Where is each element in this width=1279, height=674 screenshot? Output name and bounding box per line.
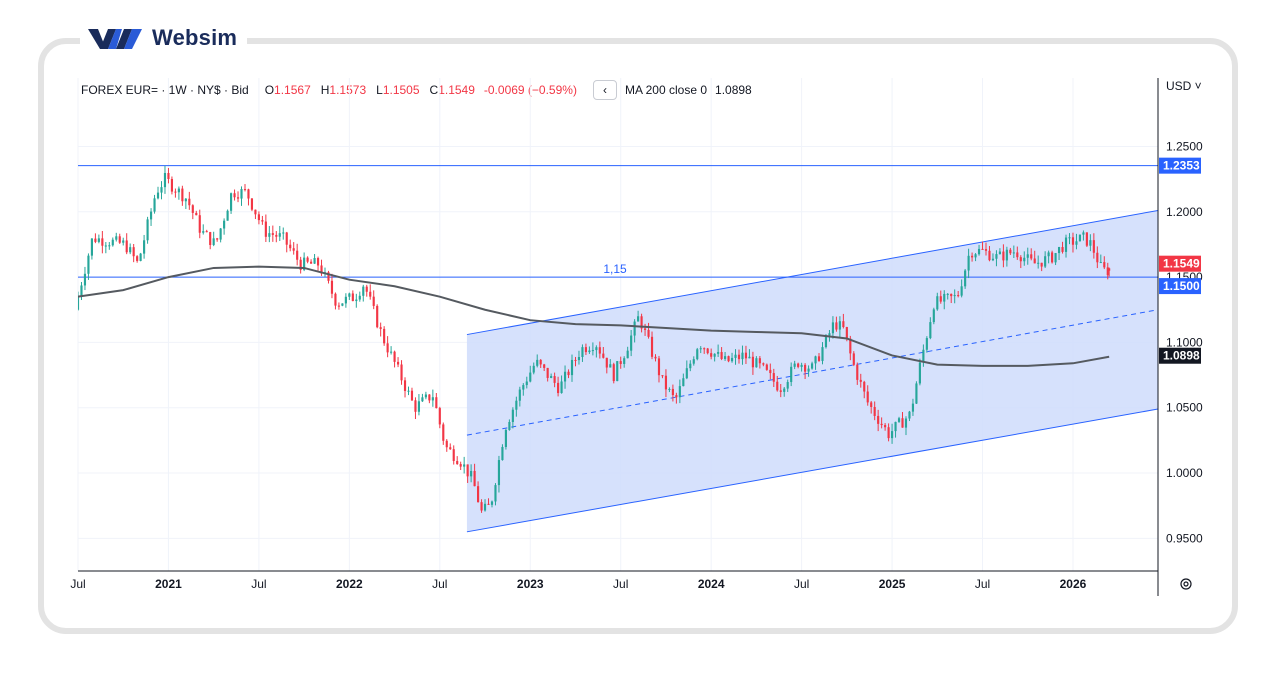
change-value: -0.0069 (−0.59%) (483, 83, 577, 97)
chart-legend: FOREX EUR= · 1W · NY$ · Bid O 1.1567 H 1.1… (81, 80, 752, 100)
ma-value: 1.0898 (715, 83, 752, 97)
ma-label[interactable]: MA 200 close 0 (624, 83, 708, 97)
brand-name: Websim (152, 25, 238, 50)
collapse-legend-button[interactable]: ‹ (592, 80, 617, 100)
chart-frame (38, 38, 1238, 634)
chevron-left-icon: ‹ (602, 83, 607, 97)
close-value: 1.1549 (438, 83, 475, 97)
high-value: 1.1573 (329, 83, 367, 97)
websim-logo: Websim (80, 18, 248, 58)
open-label: O (264, 83, 275, 97)
open-value: 1.1567 (274, 83, 311, 97)
low-value: 1.1505 (382, 83, 420, 97)
low-label: L (376, 83, 383, 97)
symbol-info[interactable]: FOREX EUR= · 1W · NY$ · Bid (81, 83, 249, 97)
websim-logo-icon (88, 29, 142, 49)
currency-selector[interactable]: USD ˅ (1166, 79, 1202, 93)
close-label: C (429, 83, 439, 97)
high-label: H (320, 83, 330, 97)
